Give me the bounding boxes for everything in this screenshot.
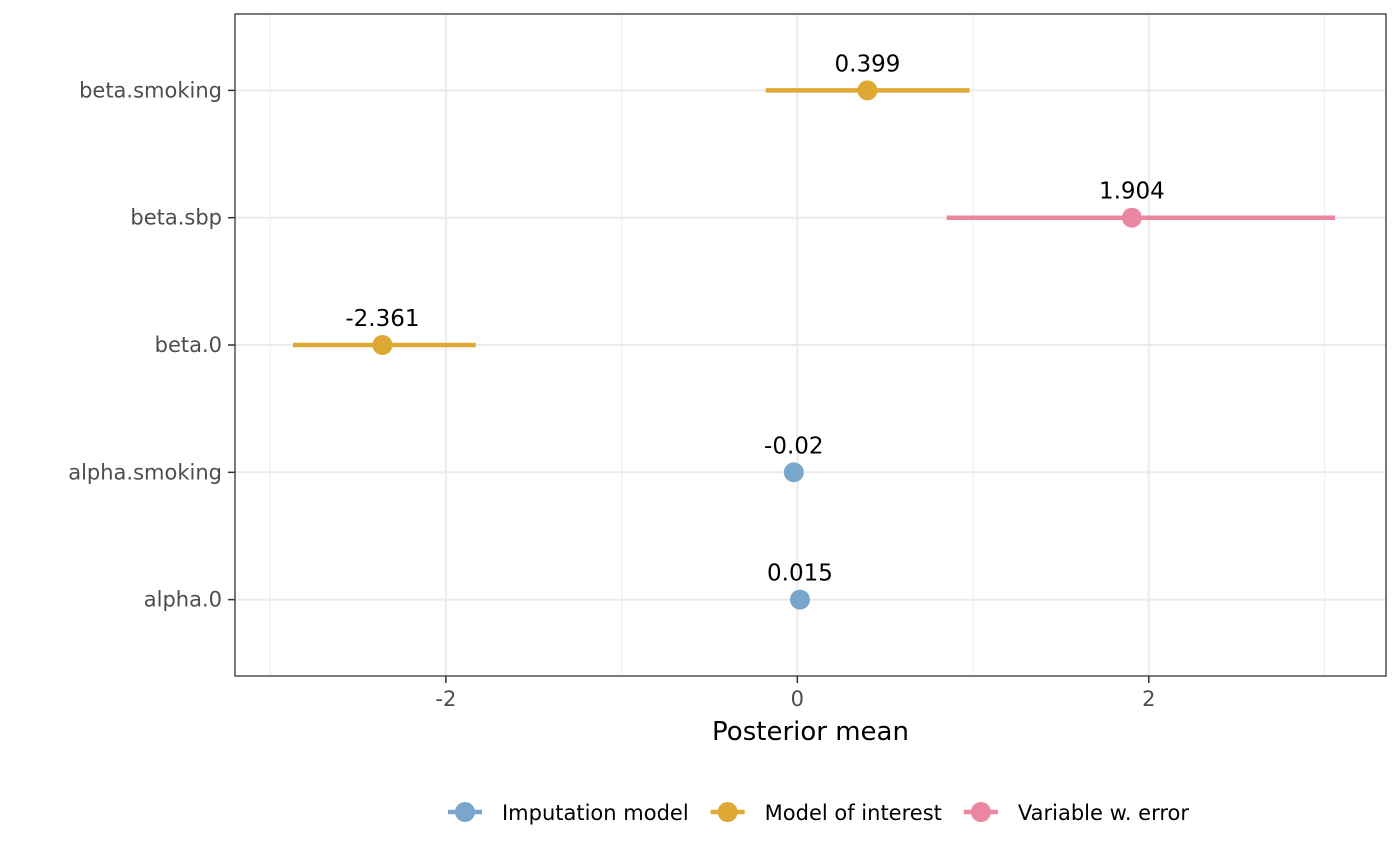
marks-layer: 0.399 1.904 -2.361 -0.02 0.015 bbox=[292, 51, 1336, 610]
x-axis: -2 0 2 bbox=[435, 676, 1155, 711]
legend-label: Imputation model bbox=[502, 801, 689, 825]
legend-key-point bbox=[454, 802, 475, 822]
data-label: 0.399 bbox=[835, 51, 901, 77]
y-tick-label: alpha.smoking bbox=[68, 460, 222, 484]
legend-item: Imputation model bbox=[447, 801, 689, 825]
point-beta-sbp bbox=[1121, 207, 1142, 228]
legend-label: Variable w. error bbox=[1018, 801, 1190, 825]
x-axis-title: Posterior mean bbox=[712, 717, 909, 747]
legend-key-point bbox=[970, 802, 991, 822]
point-beta-smoking bbox=[857, 80, 878, 101]
x-tick-label: 2 bbox=[1142, 687, 1155, 711]
legend-key-point bbox=[717, 802, 738, 822]
point-alpha-smoking bbox=[783, 462, 804, 483]
panel-border bbox=[234, 13, 1387, 677]
y-tick-label: alpha.0 bbox=[144, 588, 222, 612]
x-tick-label: 0 bbox=[791, 687, 804, 711]
legend-item: Variable w. error bbox=[963, 801, 1190, 825]
data-label: 1.904 bbox=[1099, 179, 1165, 205]
x-tick-label: -2 bbox=[435, 687, 456, 711]
data-label: -2.361 bbox=[345, 306, 419, 332]
data-label: 0.015 bbox=[767, 561, 833, 587]
y-axis: beta.smoking beta.sbp beta.0 alpha.smoking a… bbox=[68, 78, 235, 612]
y-tick-label: beta.smoking bbox=[79, 78, 222, 102]
point-alpha-0 bbox=[789, 589, 810, 610]
y-tick-label: beta.sbp bbox=[130, 206, 222, 230]
y-tick-label: beta.0 bbox=[155, 333, 222, 357]
point-beta-0 bbox=[372, 335, 393, 355]
legend-label: Model of interest bbox=[765, 801, 942, 825]
legend-item: Model of interest bbox=[710, 801, 942, 825]
legend: Imputation model Model of interest Variabl… bbox=[447, 801, 1190, 825]
data-label: -0.02 bbox=[764, 433, 824, 459]
